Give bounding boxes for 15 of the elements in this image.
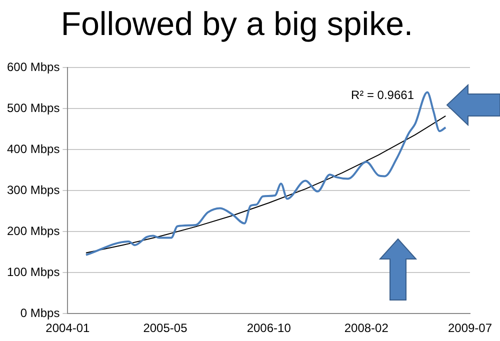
y-tick-label: 400 Mbps xyxy=(6,142,60,156)
y-tick-label: 600 Mbps xyxy=(6,60,60,74)
y-tick-label: 100 Mbps xyxy=(6,264,60,279)
x-tick-label: 2005-05 xyxy=(143,321,188,336)
y-tick-label: 500 Mbps xyxy=(6,100,60,115)
x-tick-label: 2006-10 xyxy=(246,321,292,336)
line-series xyxy=(84,91,447,256)
y-tick-label: 0 Mbps xyxy=(20,306,60,320)
chart-title: Followed by a big spike. xyxy=(60,4,414,42)
y-tick-label: 200 Mbps xyxy=(6,224,60,238)
x-tick-label: 2009-07 xyxy=(448,321,492,336)
annotation: R² = 0.9661 xyxy=(350,88,414,102)
x-tick-label: 2008-02 xyxy=(344,321,389,336)
x-tick-label: 2004-01 xyxy=(46,321,90,336)
y-tick-label: 300 Mbps xyxy=(6,182,60,197)
